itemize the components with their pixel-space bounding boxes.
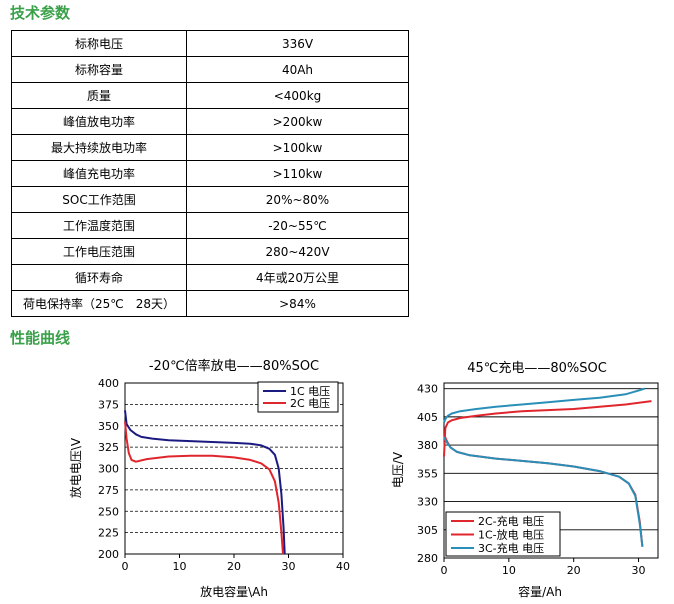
table-row: 峰值充电功率 >110kw: [11, 160, 409, 187]
chart-title: 45℃充电——80%SOC: [467, 360, 607, 376]
spec-value: >110kw: [186, 160, 409, 187]
table-row: 质量 <400kg: [11, 82, 409, 109]
y-tick-label: 200: [98, 548, 119, 561]
legend-label: 2C-充电 电压: [478, 514, 544, 528]
spec-label: 峰值放电功率: [11, 108, 187, 135]
table-row: 荷电保持率（25℃ 28天） >84%: [11, 290, 409, 317]
spec-section-title: 技术参数: [10, 4, 71, 22]
spec-table: 标称电压 336V 标称容量 40Ah 质量 <400kg 峰值放电功率 >200kw 最大持续…: [11, 30, 409, 317]
table-row: 标称电压 336V: [11, 30, 409, 57]
spec-label: 荷电保持率（25℃ 28天）: [11, 290, 187, 317]
x-tick-label: 10: [502, 564, 516, 577]
y-tick-label: 355: [417, 467, 438, 480]
y-tick-label: 250: [98, 505, 119, 518]
spec-label: 标称电压: [11, 30, 187, 57]
y-tick-label: 330: [417, 496, 438, 509]
table-row: 工作温度范围 -20~55℃: [11, 212, 409, 239]
curve-section-title: 性能曲线: [10, 329, 71, 347]
x-tick-label: 30: [282, 560, 296, 573]
y-tick-label: 305: [417, 524, 438, 537]
y-tick-label: 225: [98, 527, 119, 540]
chart-title: -20℃倍率放电——80%SOC: [149, 358, 319, 374]
x-tick-label: 20: [227, 560, 241, 573]
y-tick-label: 400: [98, 377, 119, 390]
legend-label: 1C-放电 电压: [478, 528, 544, 542]
legend-label: 3C-充电 电压: [478, 541, 544, 555]
spec-label: 工作电压范围: [11, 238, 187, 265]
series-line: [124, 410, 286, 555]
spec-value: -20~55℃: [186, 212, 409, 239]
spec-label: 循环寿命: [11, 264, 187, 291]
x-tick-label: 0: [441, 564, 448, 577]
y-tick-label: 350: [98, 420, 119, 433]
table-row: 峰值放电功率 >200kw: [11, 108, 409, 135]
legend-label: 1C 电压: [290, 385, 330, 398]
legend-box: [257, 381, 339, 413]
spec-value: 40Ah: [186, 56, 409, 83]
y-axis-label: 电压/V: [391, 451, 405, 488]
series-line: [443, 400, 652, 457]
x-axis-label: 放电容量\Ah: [200, 584, 268, 599]
y-tick-label: 300: [98, 463, 119, 476]
y-tick-label: 325: [98, 441, 119, 454]
series-line: [443, 436, 644, 547]
spec-value: 4年或20万公里: [186, 264, 409, 291]
spec-value: >84%: [186, 290, 409, 317]
y-tick-label: 275: [98, 484, 119, 497]
table-row: 循环寿命 4年或20万公里: [11, 264, 409, 291]
plot-frame: [443, 382, 659, 559]
y-tick-label: 430: [417, 383, 438, 396]
spec-value: 20%~80%: [186, 186, 409, 213]
y-tick-label: 375: [98, 398, 119, 411]
x-tick-label: 0: [122, 560, 129, 573]
y-axis-label: 放电电压\V: [68, 437, 83, 498]
x-axis-label: 容量/Ah: [518, 584, 562, 599]
spec-value: >200kw: [186, 108, 409, 135]
series-line: [124, 421, 284, 555]
x-tick-label: 20: [567, 564, 581, 577]
x-tick-label: 10: [173, 560, 187, 573]
legend-label: 2C 电压: [290, 397, 330, 410]
spec-label: 标称容量: [11, 56, 187, 83]
series-line: [443, 387, 646, 423]
y-tick-label: 380: [417, 439, 438, 452]
table-row: 标称容量 40Ah: [11, 56, 409, 83]
y-tick-label: 405: [417, 411, 438, 424]
spec-value: >100kw: [186, 134, 409, 161]
x-tick-label: 30: [632, 564, 646, 577]
y-tick-label: 280: [417, 552, 438, 565]
spec-label: 峰值充电功率: [11, 160, 187, 187]
x-tick-label: 40: [336, 560, 350, 573]
spec-value: 336V: [186, 30, 409, 57]
plot-frame: [124, 382, 344, 555]
